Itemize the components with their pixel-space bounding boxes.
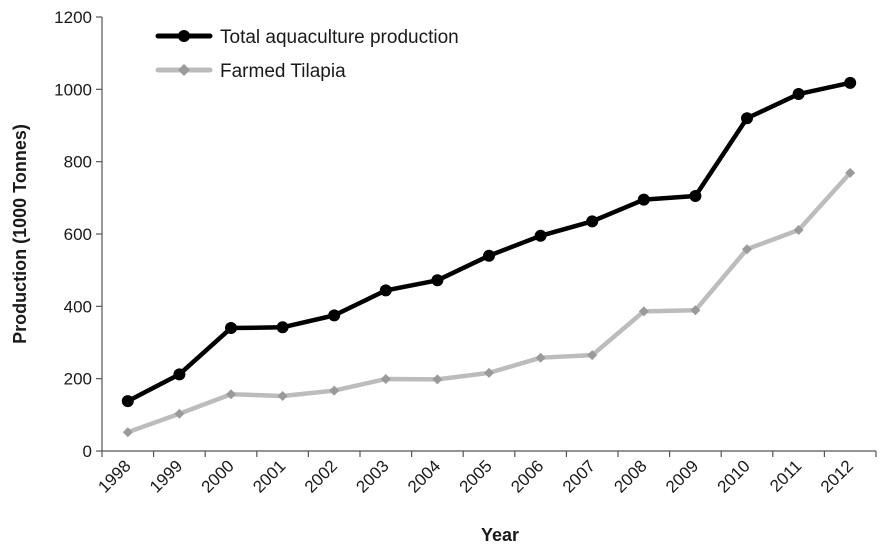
data-point [484, 367, 494, 378]
x-tick-label: 2006 [507, 456, 547, 496]
x-axis-title: Year [481, 525, 519, 545]
x-tick-label: 2007 [559, 456, 599, 496]
data-point [690, 305, 701, 316]
x-tick-label: 2011 [766, 456, 805, 495]
legend-label-tilapia: Farmed Tilapia [220, 61, 346, 82]
data-point [328, 309, 341, 322]
x-tick-label: 2008 [610, 456, 650, 496]
data-point [121, 395, 134, 408]
x-tick-label: 2009 [662, 456, 702, 496]
x-ticks: 1998 1999 2000 2001 2002 2003 2004 2005 2006 2007… [94, 451, 877, 497]
data-point [483, 249, 495, 262]
data-point [379, 284, 392, 297]
x-tick-label: 2010 [714, 456, 754, 496]
data-point [793, 225, 804, 236]
data-point [174, 408, 185, 419]
data-point [277, 391, 288, 402]
y-tick-label: 0 [83, 442, 92, 461]
data-point [845, 167, 856, 178]
data-point [432, 374, 443, 385]
legend-marker-tilapia [178, 64, 190, 76]
data-point [535, 352, 546, 363]
legend-marker-total [178, 30, 190, 42]
x-tick-label: 1998 [94, 456, 134, 496]
y-tick-label: 800 [64, 153, 92, 172]
data-point [638, 306, 649, 317]
x-tick-label: 2005 [456, 456, 496, 496]
x-tick-label: 1999 [146, 456, 186, 496]
series-line [125, 80, 853, 404]
data-point [226, 389, 236, 400]
x-tick-label: 2000 [198, 456, 238, 496]
data-point [173, 368, 186, 381]
x-tick-label: 2003 [352, 456, 392, 496]
data-point [792, 88, 805, 101]
y-tick-label: 1200 [54, 8, 92, 27]
y-axis-title: Production (1000 Tonnes) [10, 124, 30, 344]
data-point [122, 427, 133, 438]
data-point [329, 385, 340, 396]
x-tick-label: 2002 [301, 456, 341, 496]
x-tick-label: 2004 [404, 456, 444, 496]
data-point [844, 76, 857, 89]
x-tick-label: 2012 [817, 456, 857, 496]
data-point [276, 321, 289, 334]
data-point [741, 112, 753, 125]
x-tick-label: 2001 [249, 456, 289, 496]
data-point [586, 215, 599, 228]
y-tick-label: 1000 [54, 80, 92, 99]
y-tick-label: 400 [64, 297, 92, 316]
data-point [587, 350, 598, 361]
legend-label-total: Total aquaculture production [220, 27, 459, 48]
axes [101, 17, 876, 452]
series-layer [121, 76, 857, 438]
data-point [431, 274, 444, 287]
y-tick-label: 600 [64, 225, 92, 244]
legend: Total aquaculture production Farmed Tila… [155, 27, 459, 82]
data-point [689, 190, 702, 203]
series-line [125, 170, 853, 435]
data-point [225, 322, 237, 335]
series-tilapia [122, 167, 856, 438]
data-point [534, 229, 547, 242]
y-tick-label: 200 [64, 370, 92, 389]
y-ticks: 0 200 400 600 800 1000 1200 [54, 8, 102, 461]
data-point [742, 244, 752, 255]
series-total [121, 76, 857, 408]
data-point [637, 193, 650, 206]
data-point [380, 374, 391, 385]
